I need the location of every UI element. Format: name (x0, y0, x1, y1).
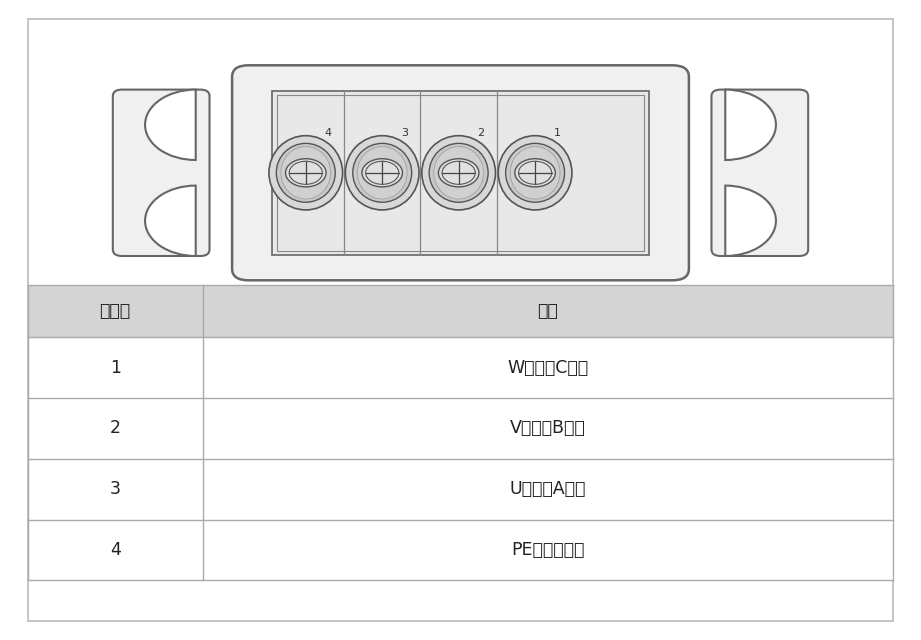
Text: 3: 3 (110, 480, 121, 499)
Ellipse shape (510, 147, 560, 199)
Bar (28, 459, 893, 520)
Text: 4: 4 (324, 127, 332, 138)
Text: 端子号: 端子号 (99, 302, 131, 320)
Circle shape (362, 159, 402, 187)
Ellipse shape (345, 136, 419, 210)
Bar (28, 520, 893, 580)
Text: 1: 1 (110, 358, 121, 377)
Ellipse shape (422, 136, 495, 210)
Ellipse shape (434, 147, 484, 199)
Text: 3: 3 (401, 127, 408, 138)
Text: U（交流A相）: U（交流A相） (510, 480, 586, 499)
Bar (272, 91, 649, 255)
Wedge shape (725, 90, 775, 160)
FancyBboxPatch shape (711, 90, 808, 256)
Ellipse shape (276, 143, 335, 202)
Circle shape (438, 159, 479, 187)
Circle shape (515, 159, 555, 187)
Ellipse shape (269, 136, 343, 210)
Ellipse shape (498, 136, 572, 210)
Text: W（交流C相）: W（交流C相） (507, 358, 589, 377)
Ellipse shape (506, 143, 565, 202)
Text: 定义: 定义 (538, 302, 558, 320)
Text: V（交流B相）: V（交流B相） (510, 419, 586, 438)
FancyBboxPatch shape (112, 90, 209, 256)
FancyBboxPatch shape (232, 65, 689, 280)
Bar (28, 337, 893, 398)
Ellipse shape (429, 143, 488, 202)
Wedge shape (725, 186, 775, 256)
Text: 2: 2 (477, 127, 484, 138)
Wedge shape (146, 186, 195, 256)
Bar (277, 95, 644, 251)
Wedge shape (146, 90, 195, 160)
Circle shape (286, 159, 326, 187)
Ellipse shape (353, 143, 412, 202)
Bar (28, 285, 893, 337)
Text: 1: 1 (554, 127, 561, 138)
Text: PE（保护地）: PE（保护地） (511, 541, 585, 559)
Ellipse shape (357, 147, 407, 199)
Text: 4: 4 (110, 541, 121, 559)
Ellipse shape (281, 147, 331, 199)
Text: 2: 2 (110, 419, 121, 438)
Bar (28, 398, 893, 459)
